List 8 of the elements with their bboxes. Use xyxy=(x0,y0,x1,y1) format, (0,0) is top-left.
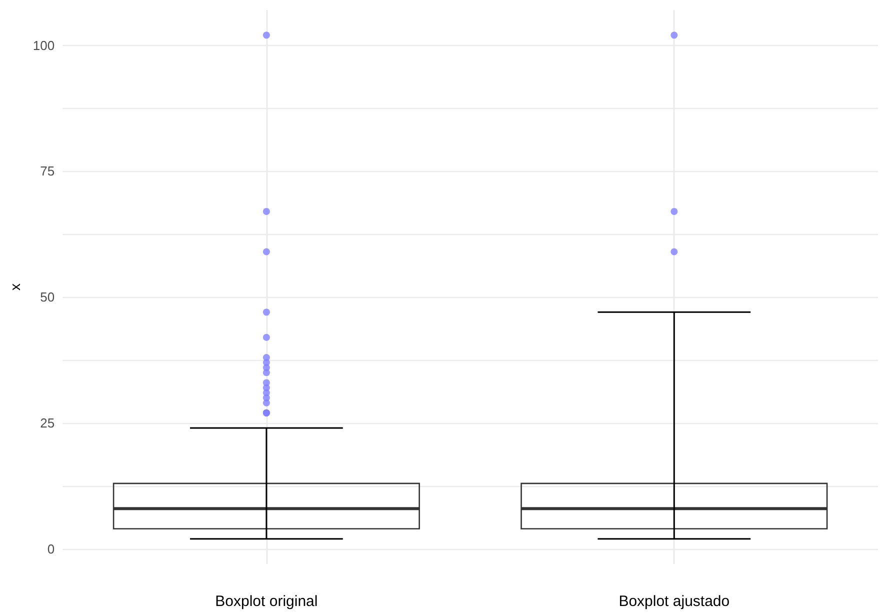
y-axis-title: x xyxy=(7,284,23,290)
x-tick-label: Boxplot original xyxy=(215,593,318,610)
y-tick-label: 50 xyxy=(40,290,55,305)
y-tick-label: 25 xyxy=(40,415,55,430)
y-tick-label: 100 xyxy=(32,38,55,53)
x-tick-label: Boxplot ajustado xyxy=(618,593,730,610)
y-tick-label: 0 xyxy=(47,541,55,556)
y-tick-label: 75 xyxy=(40,164,55,179)
